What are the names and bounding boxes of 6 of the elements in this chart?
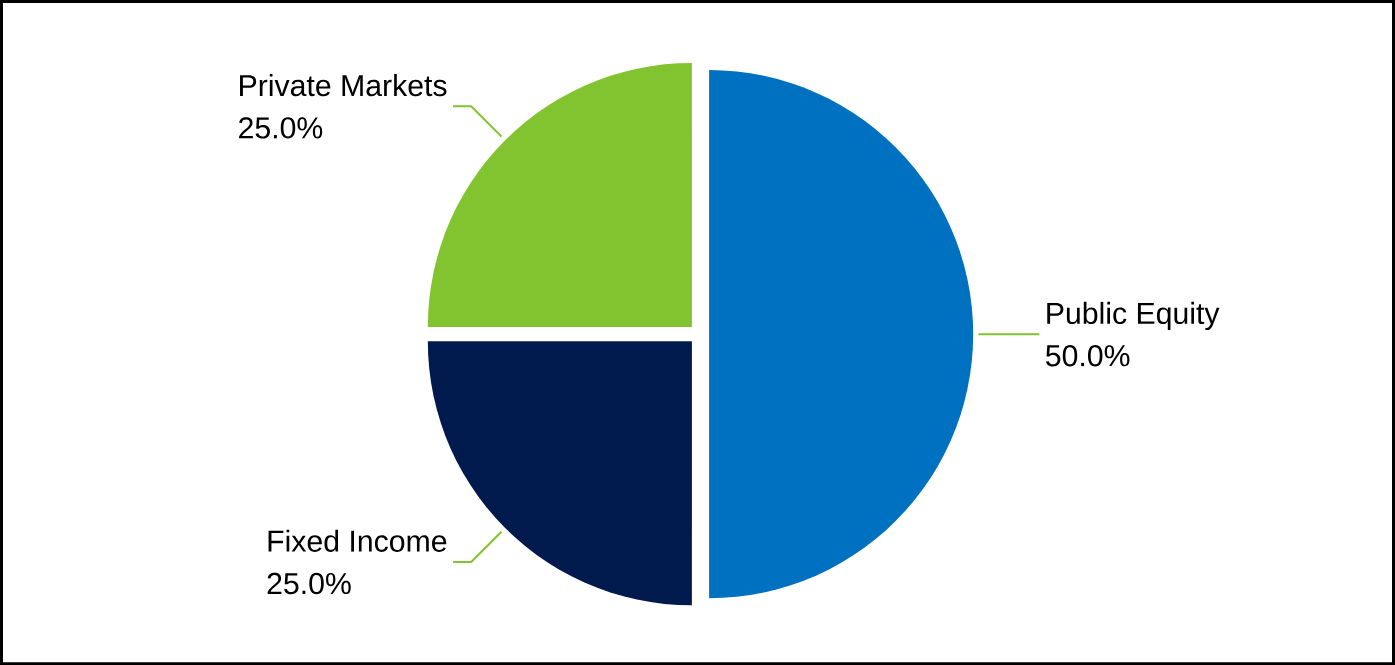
slice-label: Public Equity: [1047, 301, 1220, 330]
data-label: 25.0%: [239, 117, 323, 139]
slice-label: Fixed Income: [268, 529, 447, 552]
data-label: 25.0%: [267, 572, 351, 595]
data-label: 50.0%: [1046, 344, 1130, 367]
slice-label: Private Markets: [240, 73, 447, 97]
